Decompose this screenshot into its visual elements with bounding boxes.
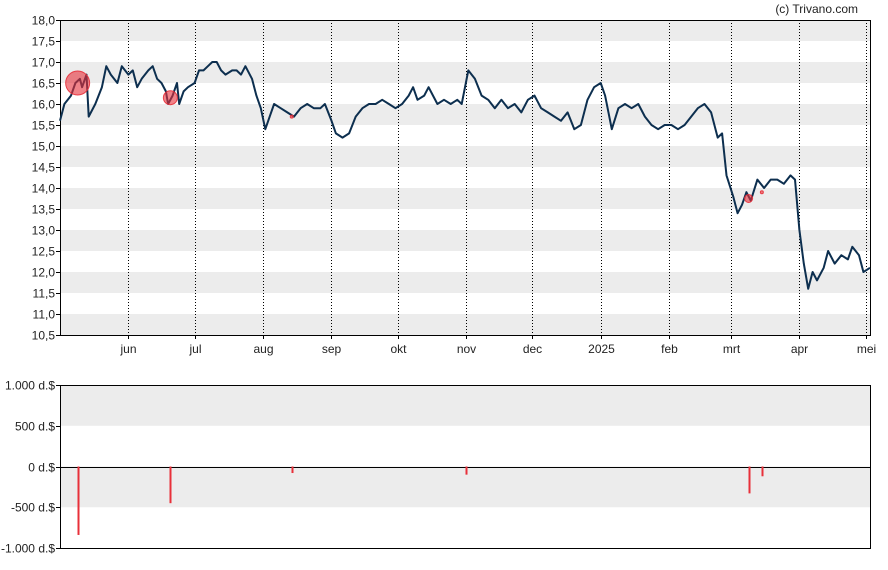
- x-tick-label: 2025: [588, 342, 615, 356]
- x-tick-label: jun: [119, 342, 136, 356]
- y-tick-label: 500 d.$: [15, 420, 55, 434]
- y-tick-label: 12,5: [32, 245, 56, 259]
- volume-plot-frame: [60, 385, 871, 549]
- price-plot-frame: [60, 20, 871, 336]
- y-tick-label: 17,0: [32, 56, 56, 70]
- insider-marker: [65, 70, 91, 96]
- x-tick-label: mrt: [723, 342, 741, 356]
- credit-text: (c) Trivano.com: [775, 2, 858, 16]
- x-tick-label: nov: [457, 342, 476, 356]
- y-tick-label: 11,5: [33, 287, 56, 301]
- y-tick-label: 12,0: [32, 266, 56, 280]
- insider-marker: [744, 194, 754, 203]
- price-grid-bands: [60, 20, 870, 335]
- y-tick-label: 10,5: [32, 329, 56, 343]
- insider-marker: [759, 190, 764, 195]
- price-series-line: [59, 61, 871, 290]
- price-grid-band: [60, 230, 870, 251]
- x-tick-label: feb: [661, 342, 678, 356]
- volume-grid-bands: [60, 385, 870, 508]
- x-tick-label: sep: [322, 342, 342, 356]
- volume-grid-band: [60, 466, 870, 508]
- insider-volume-bars: [77, 466, 764, 535]
- price-grid-band: [60, 314, 870, 335]
- y-tick-label: -500 d.$: [11, 501, 55, 515]
- x-tick-label: aug: [253, 342, 273, 356]
- y-tick-label: 16,5: [32, 77, 56, 91]
- price-grid-band: [60, 146, 870, 167]
- y-tick-label: 14,0: [32, 182, 56, 196]
- price-grid-band: [60, 188, 870, 209]
- y-tick-label: 15,5: [32, 119, 56, 133]
- x-tick-label: dec: [523, 342, 542, 356]
- volume-grid-band: [60, 385, 870, 426]
- y-tick-label: 11,0: [33, 308, 56, 322]
- y-tick-label: -1.000 d.$: [1, 542, 55, 556]
- price-grid-band: [60, 104, 870, 125]
- price-grid-band: [60, 62, 870, 83]
- y-tick-label: 18,0: [32, 14, 56, 28]
- y-tick-label: 0 d.$: [28, 461, 55, 475]
- price-y-axis: 10,5 11,0 11,5 12,0 12,5 13,0 13,5 14,0 14,5 15,0…: [32, 14, 60, 343]
- y-tick-label: 1.000 d.$: [5, 379, 55, 393]
- x-tick-label: okt: [390, 342, 407, 356]
- y-tick-label: 16,0: [32, 98, 56, 112]
- x-tick-label: mei: [857, 342, 876, 356]
- y-tick-label: 14,5: [32, 161, 56, 175]
- price-grid-band: [60, 20, 870, 41]
- x-tick-label: apr: [791, 342, 808, 356]
- insider-marker: [289, 114, 294, 119]
- y-tick-label: 13,0: [32, 224, 56, 238]
- y-tick-label: 17,5: [32, 35, 56, 49]
- price-x-axis: jun jul aug sep okt nov dec 2025 feb mrt apr mei: [119, 335, 876, 356]
- y-tick-label: 15,0: [32, 140, 56, 154]
- volume-y-axis: 1.000 d.$ 500 d.$ 0 d.$ -500 d.$ -1.000 d.$: [1, 379, 60, 556]
- x-tick-label: jul: [188, 342, 201, 356]
- price-grid-band: [60, 272, 870, 293]
- insider-marker: [162, 90, 178, 106]
- y-tick-label: 13,5: [32, 203, 56, 217]
- insider-trade-markers: [65, 70, 764, 203]
